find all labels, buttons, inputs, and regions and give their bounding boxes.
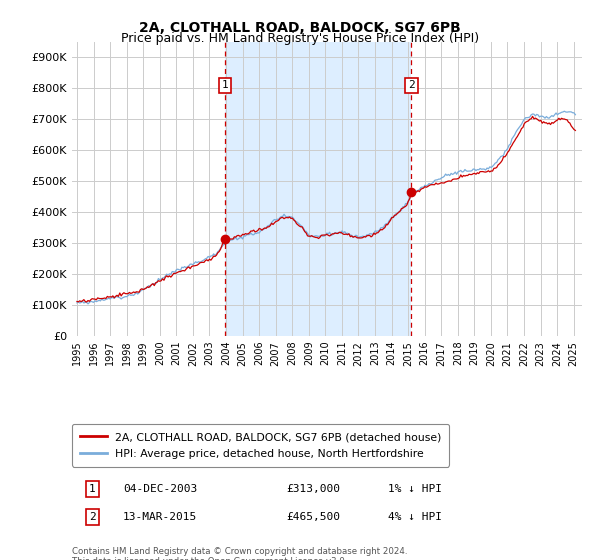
Text: 04-DEC-2003: 04-DEC-2003 bbox=[123, 484, 197, 494]
Text: 2A, CLOTHALL ROAD, BALDOCK, SG7 6PB: 2A, CLOTHALL ROAD, BALDOCK, SG7 6PB bbox=[139, 21, 461, 35]
Text: 4% ↓ HPI: 4% ↓ HPI bbox=[388, 512, 442, 522]
Text: 1: 1 bbox=[221, 80, 228, 90]
Text: 13-MAR-2015: 13-MAR-2015 bbox=[123, 512, 197, 522]
Text: 2: 2 bbox=[408, 80, 415, 90]
Text: £313,000: £313,000 bbox=[286, 484, 340, 494]
Text: £465,500: £465,500 bbox=[286, 512, 340, 522]
Text: Price paid vs. HM Land Registry's House Price Index (HPI): Price paid vs. HM Land Registry's House … bbox=[121, 32, 479, 45]
Text: 1: 1 bbox=[89, 484, 96, 494]
Text: Contains HM Land Registry data © Crown copyright and database right 2024.
This d: Contains HM Land Registry data © Crown c… bbox=[72, 547, 407, 560]
Text: 1% ↓ HPI: 1% ↓ HPI bbox=[388, 484, 442, 494]
Legend: 2A, CLOTHALL ROAD, BALDOCK, SG7 6PB (detached house), HPI: Average price, detach: 2A, CLOTHALL ROAD, BALDOCK, SG7 6PB (det… bbox=[72, 424, 449, 466]
Text: 2: 2 bbox=[89, 512, 96, 522]
Bar bbox=[224, 42, 412, 336]
